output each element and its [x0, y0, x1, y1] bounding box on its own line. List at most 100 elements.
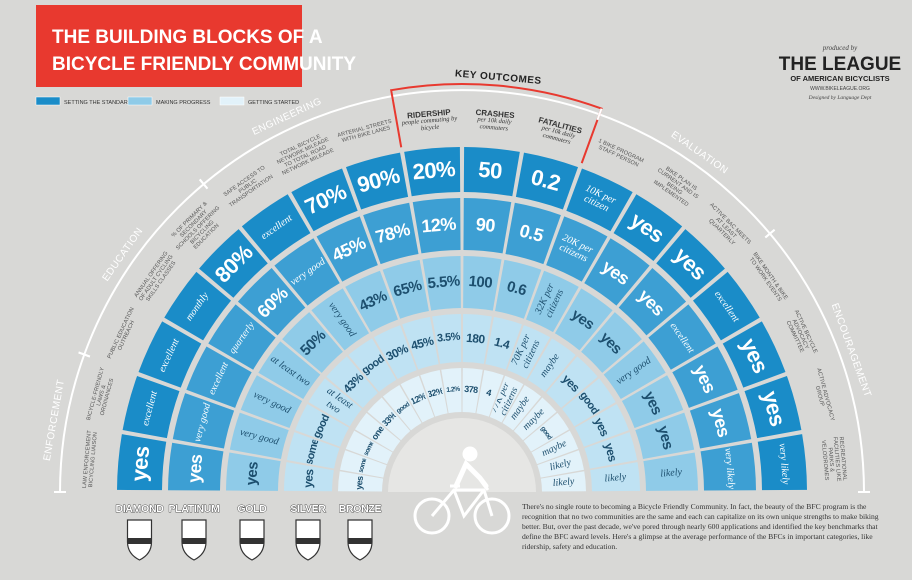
cell-value: some — [358, 457, 369, 474]
cell-value: excellent — [141, 390, 160, 427]
ring-name: SILVER — [290, 503, 326, 515]
cell-value: good — [539, 426, 553, 442]
cell-box: 20% — [406, 147, 463, 193]
cell-value: 50% — [298, 328, 329, 359]
cell-value: quarterly — [228, 321, 257, 356]
cell-value: yes — [597, 330, 625, 358]
cell-value: very likely — [722, 448, 736, 490]
cell-value: yes — [355, 476, 366, 490]
badge-band — [348, 538, 372, 544]
ring-name: BRONZE — [339, 503, 382, 515]
cell-value: very good — [193, 402, 213, 443]
cell-value: some — [363, 440, 376, 457]
cell-value: yes — [626, 208, 668, 247]
cell-value: 45% — [329, 233, 368, 265]
page: THE BUILDING BLOCKS OF A BICYCLE FRIENDL… — [0, 0, 912, 580]
cell-box: 3.5% — [435, 315, 463, 362]
spoke-sub: people commuting by bicycle — [399, 116, 461, 135]
cell-value: 33% — [381, 411, 399, 429]
cell-value: yes — [184, 454, 205, 484]
spoke-label: 1 BIKE PROGRAM STAFF PERSON — [589, 137, 649, 173]
spoke-label: BIKE MONTH & BIKE TO WORK EVENTS — [744, 250, 789, 307]
producer-url: WWW.BIKELEAGUE.ORG — [810, 86, 870, 92]
cell-value: 90 — [475, 215, 496, 235]
cell-value: yes — [302, 469, 316, 489]
cell: yes — [169, 445, 222, 493]
cell-box: excellent — [123, 377, 177, 439]
cell-value: good — [312, 413, 333, 440]
cell: 50 — [462, 147, 519, 193]
cell: 12% — [415, 199, 463, 252]
cell-value: 0.6 — [505, 279, 528, 299]
cell-value: excellent — [667, 321, 695, 355]
spoke-label: ACTIVE BICYCLE ADVOCACY COMMITTEE — [778, 303, 820, 366]
cell-value: 1.2% — [446, 386, 460, 394]
spoke-label: SAFE ACCESS TO PUBLIC TRANSPORTATION — [219, 163, 279, 212]
title-line: BICYCLE FRIENDLY COMMUNITY — [52, 54, 356, 75]
ring-name: DIAMOND — [115, 503, 164, 515]
cell-box: yes — [227, 455, 279, 493]
title-line: THE BUILDING BLOCKS OF A — [52, 27, 323, 48]
badge-band — [182, 538, 206, 544]
cell-value: yes — [635, 286, 669, 320]
cell-value: 80% — [211, 241, 257, 287]
cell: yes — [227, 455, 279, 493]
ring-name: PLATINUM — [168, 503, 220, 515]
spoke-sub: per 10k daily commuters — [463, 116, 525, 135]
spoke-box: FATALITIESper 10k daily commuters — [523, 102, 594, 164]
cell-value: 100 — [468, 274, 493, 292]
spoke-box: CRASHESper 10k daily commuters — [462, 95, 527, 148]
cell-value: yes — [640, 389, 664, 417]
cell-box: 5.5% — [425, 257, 463, 309]
spoke: RIDERSHIPpeople commuting by bicycle — [397, 95, 462, 148]
cell-box: 100 — [461, 257, 499, 309]
cell-box: 90% — [347, 153, 409, 207]
cell-value: 78% — [373, 220, 411, 247]
cell-value: yes — [602, 442, 619, 463]
spoke-box: ACTIVE ADVOCACY GROUP — [790, 360, 852, 431]
cell-value: yes — [708, 406, 734, 438]
cell-value: 30% — [384, 342, 410, 363]
spoke-label: ANNUAL OFFERING OF ADULT CYCLING SKILLS … — [133, 249, 182, 309]
cell: 0.2 — [514, 153, 576, 207]
cell-value: yes — [690, 362, 719, 396]
cell-value: 43% — [357, 289, 390, 315]
cell: yes — [746, 377, 800, 439]
cell-value: yes — [244, 461, 262, 486]
cell-value: monthly — [184, 291, 211, 323]
cell-value: 65% — [392, 278, 424, 301]
cell-value: excellent — [259, 213, 294, 242]
cell-value: 20K per citizens — [551, 230, 600, 268]
cell: very likely — [760, 436, 806, 493]
cell-value: 20% — [412, 157, 456, 184]
cell-value: yes — [654, 424, 675, 451]
infographic: THE BUILDING BLOCKS OF A BICYCLE FRIENDL… — [0, 0, 912, 580]
producer-sub: OF AMERICAN BICYCLISTS — [790, 74, 889, 83]
cell-box: likely — [645, 455, 697, 493]
cell: 5.5% — [425, 257, 463, 309]
spoke: RECREATIONAL FACILITIES LIKE PARKS & VEL… — [806, 427, 859, 492]
legend-label: MAKING PROGRESS — [156, 100, 211, 106]
producer-credit: Designed by Language Dept — [808, 95, 872, 101]
spoke-label: TOTAL BICYCLE NETWORK MILEAGE TO TOTAL R… — [272, 131, 337, 178]
cell-value: some — [304, 438, 322, 466]
spoke-box: RECREATIONAL FACILITIES LIKE PARKS & VEL… — [806, 427, 859, 492]
cell: 3.5% — [435, 315, 463, 362]
badge-band — [128, 538, 152, 544]
legend-label: GETTING STARTED — [248, 100, 299, 106]
spoke: ARTERIAL STREETS WITH BIKE LANES — [330, 102, 401, 164]
cell-value: yes — [599, 257, 633, 289]
cell: 90% — [347, 153, 409, 207]
legend-swatch — [128, 97, 152, 105]
cell-value: good — [396, 401, 412, 415]
cell-value: 0.5 — [518, 221, 546, 245]
cell-value: 5.5% — [427, 274, 460, 292]
cell-value: very good — [239, 427, 280, 447]
producer-name: THE LEAGUE — [779, 54, 901, 75]
cell-value: 12% — [421, 214, 457, 236]
cell-value: yes — [128, 445, 154, 482]
cell-value: 50 — [477, 158, 502, 183]
badge-band — [296, 538, 320, 544]
